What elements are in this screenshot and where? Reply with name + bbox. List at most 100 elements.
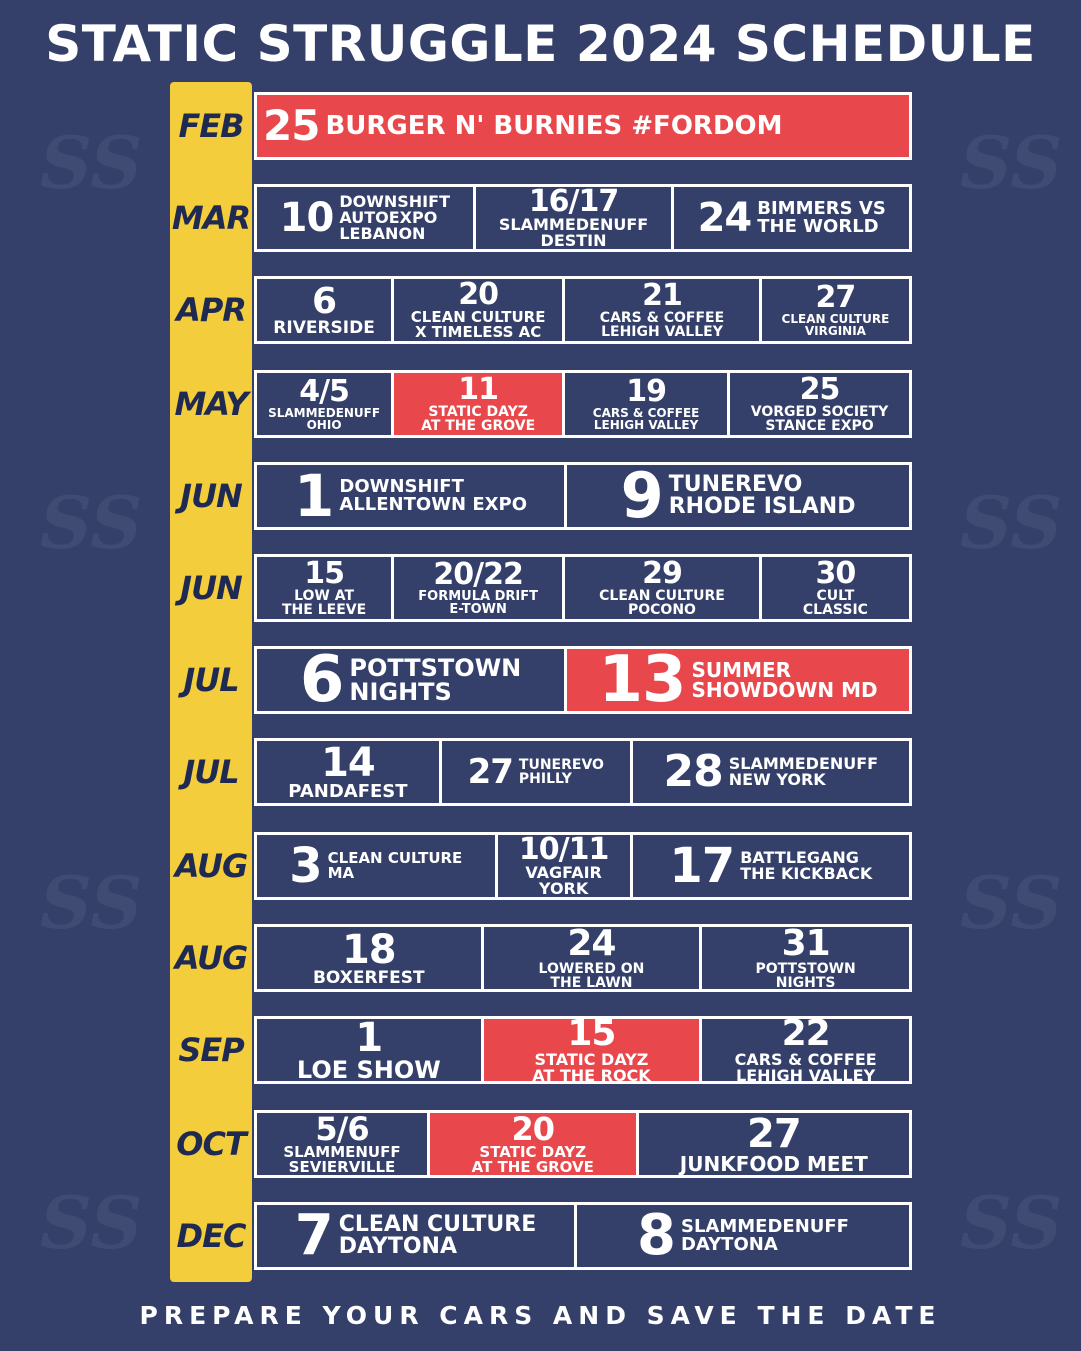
event-name: CLEAN CULTURE X TIMELESS AC xyxy=(410,308,546,341)
event-date: 31 xyxy=(781,927,831,964)
event-date: 10/11 xyxy=(518,835,609,867)
event-name: JUNKFOOD MEET xyxy=(679,1152,868,1175)
event-name: TUNEREVO RHODE ISLAND xyxy=(668,472,856,519)
event-name: DOWNSHIFT AUTOEXPO LEBANON xyxy=(339,192,450,243)
event-cell: 1 DOWNSHIFT ALLENTOWN EXPO xyxy=(257,465,568,527)
event-date: 24 xyxy=(567,927,616,964)
event-strip: 25 BURGER N' BURNIES #FORDOM xyxy=(254,92,912,160)
month-tab: JUN xyxy=(170,456,252,536)
event-date: 10 xyxy=(279,195,335,241)
event-date: 3 xyxy=(289,838,322,894)
event-cell: 15 LOW AT THE LEEVE xyxy=(257,557,395,619)
event-strip: 15 LOW AT THE LEEVE 20/22 FORMULA DRIFT E-T… xyxy=(254,554,912,622)
event-name: STATIC DAYZ AT THE ROCK xyxy=(532,1050,651,1082)
event-name: VAGFAIR YORK xyxy=(525,863,602,897)
event-date: 4/5 xyxy=(299,374,350,409)
month-tab: FEB xyxy=(170,86,252,166)
event-date: 19 xyxy=(626,374,667,409)
event-strip: 6 POTTSTOWN NIGHTS 13 SUMMER SHOWDOWN MD xyxy=(254,646,912,714)
event-date: 25 xyxy=(799,373,841,407)
event-date: 11 xyxy=(458,373,499,407)
event-cell: 15 STATIC DAYZ AT THE ROCK xyxy=(483,1019,703,1082)
event-strip: 7 CLEAN CULTURE DAYTONA 8 SLAMMEDENUFF DAYT… xyxy=(254,1202,912,1270)
event-date: 20 xyxy=(458,279,499,312)
event-cell: 10 DOWNSHIFT AUTOEXPO LEBANON xyxy=(257,187,476,249)
schedule-row: FEB 25 BURGER N' BURNIES #FORDOM xyxy=(170,86,912,166)
event-cell: 30 CULT CLASSIC xyxy=(762,557,909,619)
event-strip: 4/5 SLAMMEDENUFF OHIO 11 STATIC DAYZ AT THE… xyxy=(254,370,912,438)
schedule-row: OCT 5/6 SLAMMENUFF SEVIERVILLE 20 STATIC DAY… xyxy=(170,1104,912,1184)
schedule-row: MAR 10 DOWNSHIFT AUTOEXPO LEBANON 16/17 SLAM… xyxy=(170,178,912,258)
event-cell: 6 POTTSTOWN NIGHTS xyxy=(257,649,568,711)
event-name: SLAMMENUFF SEVIERVILLE xyxy=(283,1143,401,1175)
event-cell: 24 BIMMERS VS THE WORLD xyxy=(674,187,909,249)
event-cell: 24 LOWERED ON THE LAWN xyxy=(484,927,703,989)
watermark-logo: SS xyxy=(960,480,1063,565)
event-cell: 6 RIVERSIDE xyxy=(257,279,395,341)
event-date: 20/22 xyxy=(433,557,523,592)
event-name: CLEAN CULTURE VIRGINIA xyxy=(781,312,890,338)
event-name: DOWNSHIFT ALLENTOWN EXPO xyxy=(339,476,528,515)
event-name: BOXERFEST xyxy=(312,967,425,988)
event-name: CARS & COFFEE LEHIGH VALLEY xyxy=(599,310,725,340)
event-cell: 28 SLAMMEDENUFF NEW YORK xyxy=(633,741,909,803)
event-name: BIMMERS VS THE WORLD xyxy=(757,198,886,237)
watermark-logo: SS xyxy=(40,120,143,205)
event-date: 27 xyxy=(467,752,514,792)
event-date: 20 xyxy=(511,1113,556,1148)
page-title: STATIC STRUGGLE 2024 SCHEDULE xyxy=(45,15,1036,73)
event-strip: 18 BOXERFEST 24 LOWERED ON THE LAWN 31 POTTST… xyxy=(254,924,912,992)
schedule-row: JUN 1 DOWNSHIFT ALLENTOWN EXPO 9 TUNEREVO RH… xyxy=(170,456,912,536)
event-date: 30 xyxy=(815,557,857,591)
event-cell: 25 BURGER N' BURNIES #FORDOM xyxy=(257,95,909,157)
event-name: CARS & COFFEE LEHIGH VALLEY xyxy=(592,406,700,432)
schedule-row: JUL 6 POTTSTOWN NIGHTS 13 SUMMER SHOWDOWN MD xyxy=(170,640,912,720)
footer-tagline: PREPARE YOUR CARS AND SAVE THE DATE xyxy=(139,1301,942,1330)
event-name: SLAMMEDENUFF DAYTONA xyxy=(680,1216,849,1255)
event-strip: 3 CLEAN CULTURE MA 10/11 VAGFAIR YORK 17 BATT… xyxy=(254,832,912,900)
watermark-logo: SS xyxy=(40,1180,143,1265)
event-cell: 5/6 SLAMMENUFF SEVIERVILLE xyxy=(257,1113,430,1175)
event-name: CLEAN CULTURE DAYTONA xyxy=(338,1212,537,1259)
event-cell: 4/5 SLAMMEDENUFF OHIO xyxy=(257,373,395,435)
event-cell: 3 CLEAN CULTURE MA xyxy=(257,835,498,897)
event-name: VORGED SOCIETY STANCE EXPO xyxy=(750,404,889,434)
watermark-logo: SS xyxy=(40,480,143,565)
event-date: 18 xyxy=(341,927,397,973)
event-cell: 27 JUNKFOOD MEET xyxy=(639,1113,909,1175)
schedule-row: AUG 18 BOXERFEST 24 LOWERED ON THE LAWN 31 POT… xyxy=(170,918,912,998)
event-name: POTTSTOWN NIGHTS xyxy=(755,961,856,989)
event-date: 28 xyxy=(663,746,724,797)
event-name: CLEAN CULTURE POCONO xyxy=(599,588,725,618)
watermark-logo: SS xyxy=(960,120,1063,205)
event-date: 22 xyxy=(781,1019,831,1054)
event-cell: 1 LOE SHOW xyxy=(257,1019,484,1081)
month-tab: AUG xyxy=(170,918,252,998)
event-date: 27 xyxy=(746,1113,802,1157)
event-name: RIVERSIDE xyxy=(273,317,375,338)
event-date: 27 xyxy=(815,280,857,315)
event-cell: 27 CLEAN CULTURE VIRGINIA xyxy=(762,279,909,341)
watermark-logo: SS xyxy=(960,860,1063,945)
event-date: 25 xyxy=(263,101,320,150)
event-cell: 20/22 FORMULA DRIFT E-TOWN xyxy=(394,557,566,619)
event-cell: 20 CLEAN CULTURE X TIMELESS AC xyxy=(394,279,566,341)
month-tab: APR xyxy=(170,270,252,350)
event-cell: 31 POTTSTOWN NIGHTS xyxy=(702,927,909,989)
event-name: LOWERED ON THE LAWN xyxy=(538,961,645,989)
event-strip: 10 DOWNSHIFT AUTOEXPO LEBANON 16/17 SLAMMED… xyxy=(254,184,912,252)
schedule-row: AUG 3 CLEAN CULTURE MA 10/11 VAGFAIR YORK 17 B… xyxy=(170,826,912,906)
watermark-logo: SS xyxy=(960,1180,1063,1265)
event-cell: 21 CARS & COFFEE LEHIGH VALLEY xyxy=(565,279,762,341)
event-date: 29 xyxy=(642,557,683,591)
event-name: CARS & COFFEE LEHIGH VALLEY xyxy=(734,1050,877,1082)
event-name: SUMMER SHOWDOWN MD xyxy=(691,658,878,702)
event-name: SLAMMEDENUFF DESTIN xyxy=(498,215,649,249)
event-date: 15 xyxy=(567,1019,616,1054)
event-date: 1 xyxy=(294,465,334,527)
schedule-row: APR 6 RIVERSIDE 20 CLEAN CULTURE X TIMELESS … xyxy=(170,270,912,350)
event-cell: 20 STATIC DAYZ AT THE GROVE xyxy=(429,1113,639,1175)
event-cell: 13 SUMMER SHOWDOWN MD xyxy=(567,649,909,711)
month-tab: MAR xyxy=(170,178,252,258)
month-tab: JUN xyxy=(170,548,252,628)
